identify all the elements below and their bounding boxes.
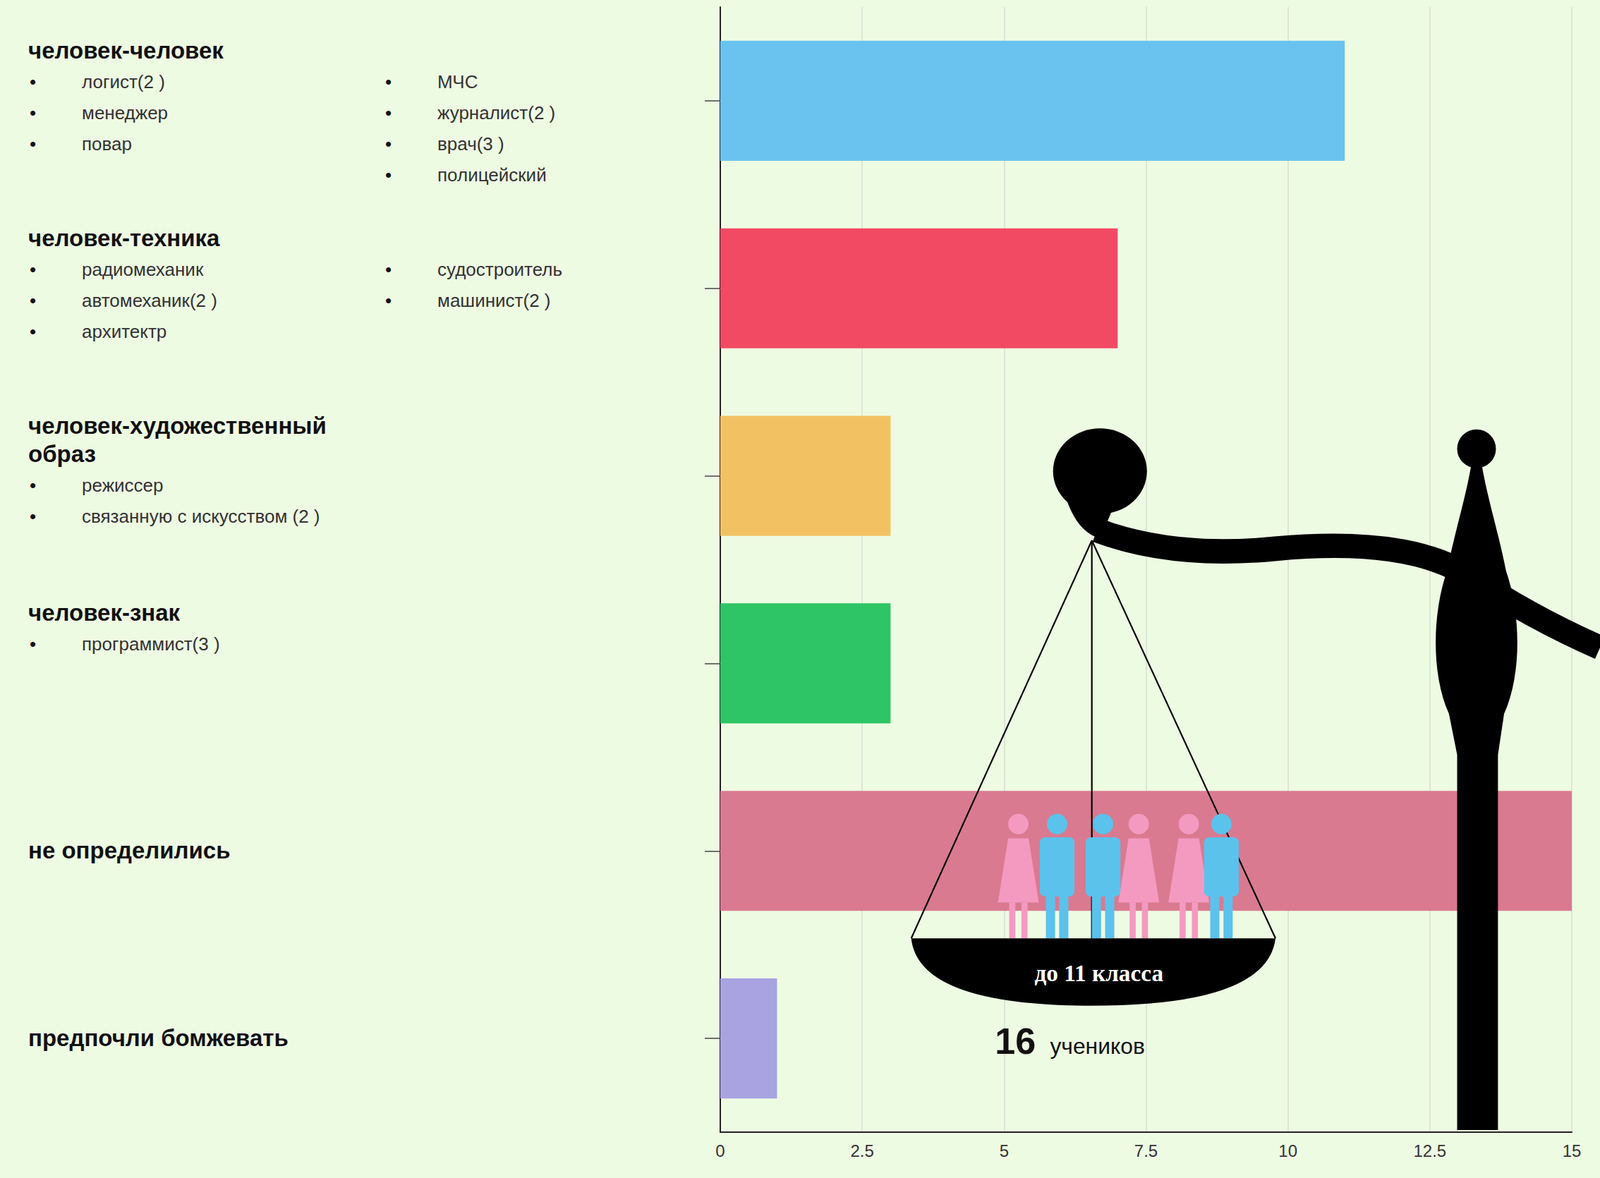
html-text:машинист(2 ): машинист(2 ) — [437, 289, 551, 311]
html-text:журналист(2 ): журналист(2 ) — [437, 102, 556, 124]
html-text:не определились: не определились — [28, 837, 231, 864]
html-text:человек-знак: человек-знак — [28, 599, 180, 626]
html-text:логист(2 ): логист(2 ) — [81, 71, 165, 93]
html-text:МЧС: МЧС — [437, 71, 478, 93]
html-text:человек-техника: человек-техника — [28, 224, 220, 251]
html-text:врач(3 ): врач(3 ) — [437, 133, 505, 155]
html-text:автомеханик(2 ): автомеханик(2 ) — [81, 289, 218, 311]
svg-text:5: 5 — [999, 1141, 1009, 1161]
html-text:режиссер: режиссер — [81, 474, 164, 496]
html-text:судостроитель: судостроитель — [437, 258, 563, 280]
html-text:человек-художественный образ: человек-художественный образ — [28, 412, 327, 467]
svg-text:16учеников: 16учеников — [994, 1020, 1145, 1062]
html-text:предпочли бомжевать: предпочли бомжевать — [28, 1025, 289, 1052]
html-text:радиомеханик: радиомеханик — [81, 258, 204, 280]
html-text:полицейский: полицейский — [437, 164, 547, 186]
html-text:связанную с искусством (2 ): связанную с искусством (2 ) — [81, 505, 320, 527]
html-text:человек-человек: человек-человек — [28, 37, 224, 64]
html-text:программист(3 ): программист(3 ) — [81, 633, 220, 655]
svg-text:7.5: 7.5 — [1134, 1141, 1158, 1161]
html-text:архитектр: архитектр — [81, 320, 167, 342]
svg-text:2.5: 2.5 — [850, 1141, 874, 1161]
svg-text:до 11 класса: до 11 класса — [1034, 960, 1165, 987]
svg-text:12.5: 12.5 — [1413, 1141, 1447, 1161]
html-text:менеджер: менеджер — [81, 102, 168, 124]
svg-text:0: 0 — [715, 1141, 725, 1161]
html-text:повар: повар — [81, 133, 132, 155]
svg-text:15: 15 — [1562, 1141, 1582, 1161]
svg-text:10: 10 — [1278, 1141, 1298, 1161]
